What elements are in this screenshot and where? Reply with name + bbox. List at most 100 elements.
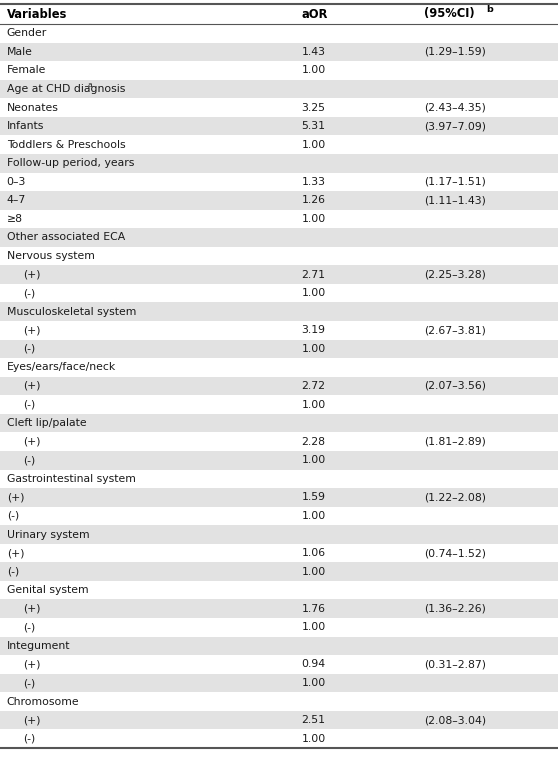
Bar [0,507,558,525]
Bar [0,636,558,655]
Text: Integument: Integument [7,641,70,651]
Text: (-): (-) [7,511,19,521]
Text: (0.31–2.87): (0.31–2.87) [424,659,486,670]
Text: Nervous system: Nervous system [7,251,94,261]
Bar [0,600,558,618]
Bar [0,247,558,265]
Text: (1.81–2.89): (1.81–2.89) [424,437,486,447]
Text: 2.72: 2.72 [301,381,325,391]
Text: Chromosome: Chromosome [7,696,79,706]
Text: 1.00: 1.00 [301,214,325,224]
Text: 1.00: 1.00 [301,66,325,75]
Text: 4–7: 4–7 [7,195,26,205]
Text: (2.67–3.81): (2.67–3.81) [424,325,486,335]
Bar [0,655,558,674]
Text: Gender: Gender [7,28,47,38]
Bar [0,191,558,210]
Bar [0,729,558,748]
Text: (+): (+) [7,548,24,558]
Text: (0.74–1.52): (0.74–1.52) [424,548,486,558]
Text: (2.25–3.28): (2.25–3.28) [424,270,486,280]
Bar [0,469,558,488]
Text: Genital system: Genital system [7,585,88,595]
Text: Male: Male [7,46,32,57]
Text: Eyes/ears/face/neck: Eyes/ears/face/neck [7,363,116,373]
Text: (2.08–3.04): (2.08–3.04) [424,716,486,725]
Text: (+): (+) [23,659,41,670]
Bar [0,340,558,358]
Bar [0,117,558,136]
Bar [0,488,558,507]
Text: (-): (-) [23,288,36,298]
Text: (+): (+) [23,604,41,613]
Text: Musculoskeletal system: Musculoskeletal system [7,307,136,317]
Text: 1.43: 1.43 [301,46,325,57]
Text: Urinary system: Urinary system [7,530,89,539]
Text: (-): (-) [23,734,36,744]
Bar [0,414,558,432]
Text: Age at CHD diagnosis: Age at CHD diagnosis [7,84,125,94]
Bar [0,61,558,80]
Text: 0.94: 0.94 [301,659,325,670]
Text: 1.33: 1.33 [301,177,325,187]
Bar [0,284,558,303]
Text: Other associated ECA: Other associated ECA [7,232,125,242]
Bar [0,395,558,414]
Text: (-): (-) [23,399,36,409]
Text: 2.71: 2.71 [301,270,325,280]
Text: 1.26: 1.26 [301,195,325,205]
Bar [0,358,558,376]
Text: (-): (-) [23,623,36,632]
Bar [0,4,558,24]
Bar [0,376,558,395]
Text: (+): (+) [23,381,41,391]
Bar [0,172,558,191]
Text: Gastrointestinal system: Gastrointestinal system [7,474,136,484]
Text: Variables: Variables [7,8,67,21]
Text: 1.00: 1.00 [301,511,325,521]
Text: 1.76: 1.76 [301,604,325,613]
Text: (-): (-) [23,344,36,354]
Text: 1.00: 1.00 [301,455,325,466]
Text: (1.29–1.59): (1.29–1.59) [424,46,486,57]
Text: 1.00: 1.00 [301,399,325,409]
Text: 1.00: 1.00 [301,567,325,577]
Text: (+): (+) [23,437,41,447]
Text: aOR: aOR [301,8,328,21]
Text: 3.25: 3.25 [301,103,325,113]
Text: (+): (+) [23,716,41,725]
Text: 0–3: 0–3 [7,177,26,187]
Text: 1.00: 1.00 [301,678,325,688]
Text: Cleft lip/palate: Cleft lip/palate [7,418,86,428]
Bar [0,98,558,117]
Text: (+): (+) [23,270,41,280]
Text: 2.51: 2.51 [301,716,325,725]
Text: Toddlers & Preschools: Toddlers & Preschools [7,139,126,149]
Text: 1.00: 1.00 [301,139,325,149]
Text: 1.00: 1.00 [301,288,325,298]
Text: (2.07–3.56): (2.07–3.56) [424,381,486,391]
Text: b: b [486,5,493,14]
Text: (-): (-) [23,455,36,466]
Bar [0,674,558,693]
Text: (-): (-) [23,678,36,688]
Text: 1.06: 1.06 [301,548,325,558]
Bar [0,228,558,247]
Text: (2.43–4.35): (2.43–4.35) [424,103,486,113]
Bar [0,711,558,729]
Bar [0,562,558,581]
Text: 5.31: 5.31 [301,121,325,131]
Bar [0,451,558,469]
Bar [0,581,558,600]
Text: 1.00: 1.00 [301,344,325,354]
Bar [0,693,558,711]
Text: (1.11–1.43): (1.11–1.43) [424,195,486,205]
Bar [0,154,558,172]
Bar [0,618,558,636]
Text: (1.36–2.26): (1.36–2.26) [424,604,486,613]
Bar [0,544,558,562]
Bar [0,525,558,544]
Bar [0,210,558,228]
Text: 3.19: 3.19 [301,325,325,335]
Text: Female: Female [7,66,46,75]
